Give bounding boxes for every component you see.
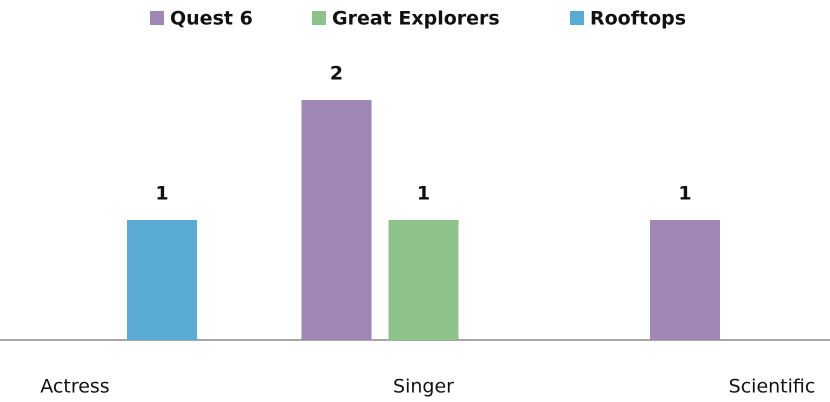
value-label: 2 bbox=[330, 63, 343, 85]
legend-swatch bbox=[570, 11, 584, 25]
bar bbox=[388, 220, 459, 340]
legend-label: Great Explorers bbox=[332, 8, 500, 30]
value-label: 1 bbox=[417, 183, 430, 205]
legend-label: Quest 6 bbox=[170, 8, 253, 30]
x-tick-label: Scientific bbox=[729, 376, 816, 398]
bar bbox=[650, 220, 720, 340]
legend-swatch bbox=[312, 11, 326, 25]
value-label: 1 bbox=[155, 183, 168, 205]
legend-label: Rooftops bbox=[590, 8, 686, 30]
x-tick-label: Singer bbox=[393, 376, 454, 398]
legend-swatch bbox=[150, 11, 164, 25]
x-tick-label: Actress bbox=[40, 376, 109, 398]
bar bbox=[127, 220, 197, 340]
value-label: 1 bbox=[678, 183, 691, 205]
bar bbox=[301, 100, 372, 340]
